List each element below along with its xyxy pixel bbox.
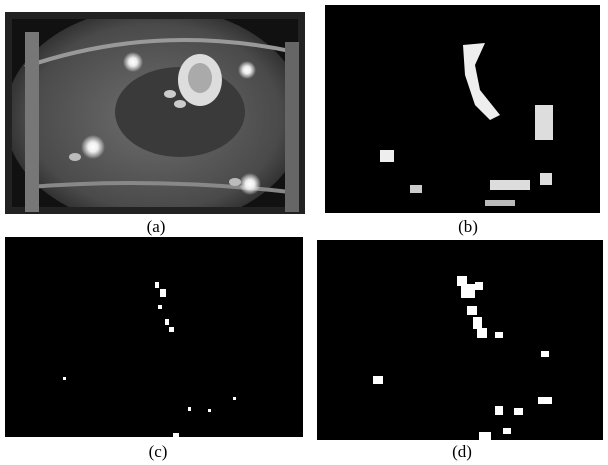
photo-panel xyxy=(5,12,305,214)
mask-panel xyxy=(5,237,303,437)
blob xyxy=(158,305,162,309)
chick xyxy=(164,90,176,98)
post xyxy=(25,32,39,212)
blob xyxy=(380,150,394,162)
blob xyxy=(233,397,236,400)
lamp xyxy=(81,135,105,159)
blob xyxy=(477,328,487,338)
lamp xyxy=(238,61,256,79)
blob xyxy=(503,428,511,434)
lamp xyxy=(239,173,261,195)
chick xyxy=(69,153,81,161)
blob xyxy=(410,185,422,193)
blob xyxy=(188,407,191,411)
feeder-inner xyxy=(188,63,212,93)
blob xyxy=(373,376,383,384)
blob xyxy=(467,306,477,315)
blob xyxy=(479,432,491,440)
blob xyxy=(541,351,549,357)
blob xyxy=(160,289,166,297)
blob xyxy=(173,433,179,437)
blob xyxy=(495,406,503,415)
blob xyxy=(63,377,66,380)
figure: (a) (b) (c) xyxy=(0,0,608,465)
blob xyxy=(514,408,523,415)
post xyxy=(285,42,299,212)
blob xyxy=(169,327,174,332)
blob xyxy=(495,332,503,338)
lamp xyxy=(123,52,143,72)
blob xyxy=(540,173,552,185)
blob xyxy=(473,317,482,329)
caption: (c) xyxy=(128,442,188,462)
blob xyxy=(538,397,552,404)
caption: (d) xyxy=(432,442,492,462)
mask-background xyxy=(325,5,600,213)
mask-background xyxy=(5,237,303,437)
mask-background xyxy=(317,240,603,440)
blob xyxy=(208,409,211,412)
blob xyxy=(490,180,530,190)
chick xyxy=(174,100,186,108)
caption: (a) xyxy=(126,217,186,237)
mask-panel xyxy=(317,240,603,440)
blob xyxy=(461,284,475,298)
blob xyxy=(535,105,553,140)
blob xyxy=(155,282,159,288)
chick xyxy=(229,178,241,186)
caption: (b) xyxy=(438,217,498,237)
blob xyxy=(165,319,169,325)
blob xyxy=(475,282,483,290)
blob xyxy=(485,200,515,206)
mask-panel xyxy=(325,5,600,213)
